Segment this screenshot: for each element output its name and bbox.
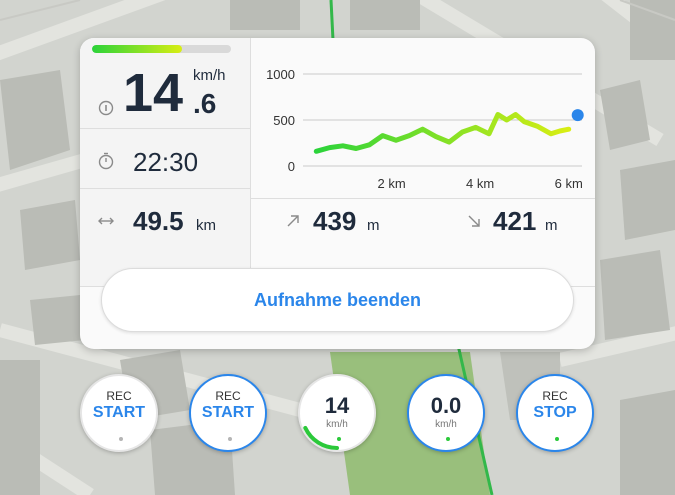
tracking-card: 14 .6 km/h 22:30 49.5 km 0 500 1000 2 km 4 …	[80, 38, 595, 349]
speed-value: 0.0	[430, 393, 462, 418]
distance-icon	[98, 217, 114, 225]
rec-start-button[interactable]: REC START	[80, 374, 158, 452]
status-dot	[119, 437, 123, 441]
divider	[80, 128, 250, 129]
ascent-unit: m	[367, 217, 380, 234]
divider	[80, 188, 250, 189]
arrow-down-right-icon	[468, 215, 480, 227]
speed-display-button[interactable]: 0.0 km/h	[407, 374, 485, 452]
speed-decimal: .6	[193, 88, 217, 119]
status-dot	[228, 437, 232, 441]
current-position-marker	[571, 109, 584, 122]
speed-value: 14	[324, 393, 350, 418]
divider	[251, 198, 595, 199]
start-label: START	[92, 404, 146, 421]
stopwatch-icon	[98, 152, 114, 170]
arrow-up-right-icon	[287, 215, 299, 227]
status-dot	[555, 437, 559, 441]
speed-integer: 14	[123, 63, 184, 123]
y-tick-label: 1000	[266, 67, 295, 82]
rec-label: REC	[215, 389, 241, 403]
descent-value: 421	[493, 206, 537, 236]
speed-gauge-button[interactable]: 14 km/h	[298, 374, 376, 452]
column-divider	[250, 38, 251, 286]
y-tick-label: 0	[288, 159, 295, 174]
x-tick-label: 4 km	[466, 176, 494, 191]
speed-unit: km/h	[435, 419, 457, 430]
finish-recording-button[interactable]: Aufnahme beenden	[101, 268, 574, 332]
ascent-value: 439	[313, 206, 357, 236]
rec-start-button-active[interactable]: REC START	[189, 374, 267, 452]
stats-column	[80, 38, 250, 286]
rec-label: REC	[106, 389, 132, 403]
progress-fill	[92, 45, 183, 53]
start-label: START	[201, 404, 255, 421]
duration-value: 22:30	[133, 147, 199, 177]
rec-label: REC	[542, 389, 568, 403]
y-tick-label: 500	[273, 113, 295, 128]
elevation-line	[313, 112, 572, 154]
speed-unit: km/h	[326, 419, 348, 430]
descent-unit: m	[545, 217, 558, 234]
speed-gauge-arc	[303, 425, 339, 451]
status-dot	[446, 437, 450, 441]
speed-unit: km/h	[193, 67, 226, 84]
stop-label: STOP	[533, 404, 577, 421]
distance-unit: km	[196, 217, 216, 234]
rec-stop-button[interactable]: REC STOP	[516, 374, 594, 452]
status-dot	[337, 437, 341, 441]
distance-value: 49.5	[133, 206, 184, 236]
x-tick-label: 6 km	[555, 176, 583, 191]
elevation-chart: 0 500 1000 2 km 4 km 6 km	[266, 67, 584, 191]
speedometer-icon	[98, 100, 114, 116]
x-tick-label: 2 km	[377, 176, 405, 191]
progress-bar	[92, 45, 231, 53]
